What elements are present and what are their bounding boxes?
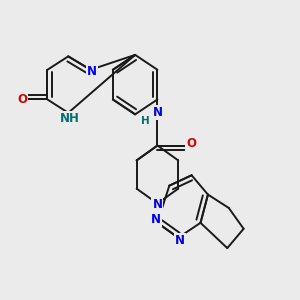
Text: O: O	[17, 93, 27, 106]
Text: N: N	[152, 198, 162, 211]
Text: H: H	[141, 116, 149, 126]
Text: N: N	[151, 213, 161, 226]
Text: NH: NH	[60, 112, 80, 125]
Text: N: N	[152, 106, 162, 119]
Text: N: N	[87, 65, 97, 78]
Text: N: N	[175, 234, 185, 247]
Text: O: O	[186, 137, 196, 150]
